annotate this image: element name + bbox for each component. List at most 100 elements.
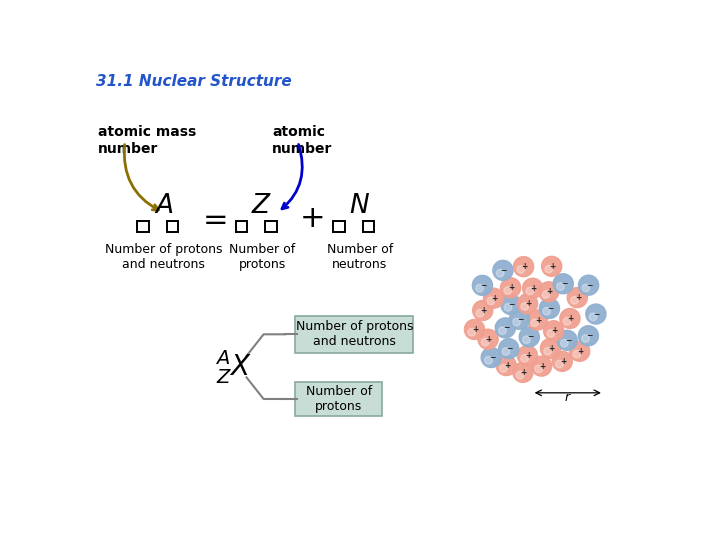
Circle shape [539,282,559,302]
Text: −: − [564,336,571,345]
Text: Number of protons
and neutrons: Number of protons and neutrons [295,320,413,348]
Text: +: + [567,314,574,323]
Text: −: − [508,300,515,309]
Circle shape [526,287,534,295]
Text: −: − [506,344,513,353]
FancyBboxPatch shape [295,316,413,353]
Circle shape [582,335,590,342]
Circle shape [543,307,550,315]
Text: −: − [547,304,554,313]
Circle shape [476,309,484,317]
Text: −: − [561,279,567,288]
Circle shape [582,284,590,292]
Circle shape [496,355,516,375]
Circle shape [531,319,539,327]
Text: −: − [586,281,593,289]
Text: +: + [525,299,531,308]
Circle shape [518,294,538,314]
Bar [333,221,345,232]
Text: −: − [586,331,593,340]
Text: −: − [500,266,507,275]
Circle shape [586,304,606,324]
Circle shape [560,339,568,347]
Text: +: + [486,335,492,344]
Circle shape [547,330,554,338]
Circle shape [516,372,524,379]
Text: 31.1 Nuclear Structure: 31.1 Nuclear Structure [96,74,292,89]
Text: +: + [521,368,527,377]
Circle shape [557,283,564,291]
Circle shape [485,356,492,364]
Text: $Z$: $Z$ [251,193,273,219]
Circle shape [513,319,521,326]
Circle shape [482,338,489,346]
Text: Number of
protons: Number of protons [229,244,295,272]
Circle shape [560,308,580,328]
Circle shape [478,329,498,349]
Circle shape [481,348,501,368]
Text: +: + [577,347,583,356]
Circle shape [563,318,571,325]
Circle shape [567,288,588,308]
Text: +: + [491,294,498,303]
Circle shape [557,330,577,350]
Bar [167,221,179,232]
Text: +: + [525,351,531,360]
Text: +: + [531,284,536,293]
Circle shape [501,294,521,314]
Text: Number of
protons: Number of protons [306,385,372,413]
Circle shape [570,341,590,361]
Circle shape [495,318,516,338]
Circle shape [504,303,512,311]
Text: +: + [548,344,554,353]
Circle shape [517,346,537,366]
Circle shape [487,297,495,305]
Text: Number of
neutrons: Number of neutrons [327,244,393,272]
Circle shape [531,356,552,376]
FancyBboxPatch shape [295,382,382,416]
Text: +: + [552,326,557,335]
Text: +: + [504,361,510,370]
Circle shape [539,299,559,319]
Circle shape [500,364,508,372]
Circle shape [493,260,513,280]
Text: $A$: $A$ [154,193,174,219]
Circle shape [472,300,492,320]
Circle shape [472,275,492,295]
Text: $N$: $N$ [349,193,370,219]
Circle shape [500,278,521,298]
Circle shape [589,313,597,321]
Text: +: + [472,325,478,334]
Text: −: − [593,309,600,319]
Circle shape [484,288,504,308]
Circle shape [553,274,573,294]
Circle shape [541,339,561,359]
Circle shape [556,360,563,368]
Circle shape [535,365,543,373]
Circle shape [523,278,543,298]
Circle shape [527,310,547,330]
Circle shape [513,256,534,276]
Circle shape [578,326,598,346]
Circle shape [513,362,533,382]
Circle shape [571,296,578,304]
Text: $^{A}_{Z}X$: $^{A}_{Z}X$ [215,348,252,386]
Bar [235,221,248,232]
Text: Number of protons
and neutrons: Number of protons and neutrons [105,244,222,272]
Circle shape [544,321,564,341]
Text: −: − [480,281,487,290]
Circle shape [476,285,483,292]
Circle shape [523,336,531,343]
Text: −: − [503,323,509,333]
Circle shape [499,339,519,359]
Text: +: + [539,362,546,370]
Circle shape [509,309,529,329]
Circle shape [504,287,512,294]
Text: +: + [480,306,487,315]
Text: +: + [508,284,515,292]
Bar [363,221,374,232]
Bar [138,221,149,232]
Circle shape [545,265,553,273]
Circle shape [544,347,552,355]
Circle shape [464,320,485,340]
